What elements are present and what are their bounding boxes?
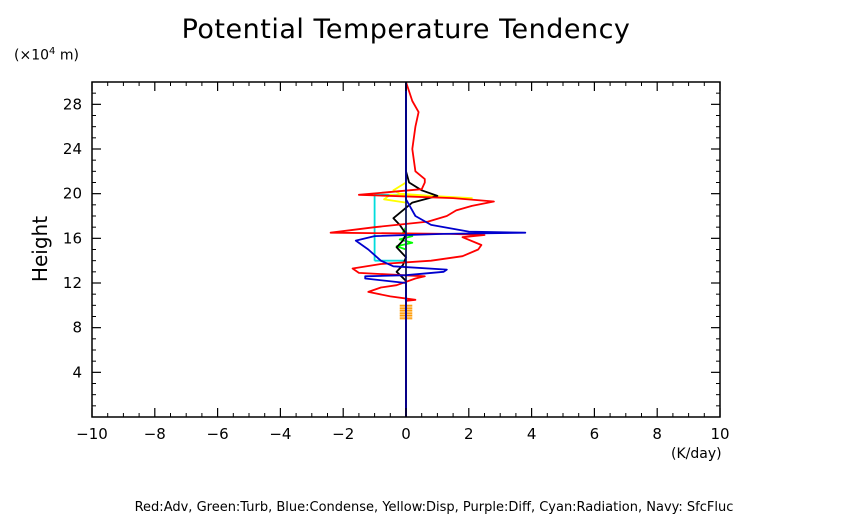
series-line-4: [395, 82, 414, 417]
y-tick-label: 8: [72, 319, 82, 337]
x-tick-label: 0: [401, 425, 411, 443]
x-tick-label: −2: [332, 425, 354, 443]
series-line-3: [383, 82, 473, 417]
y-tick-label: 28: [63, 95, 82, 113]
y-unit-prefix: (×10: [14, 47, 50, 64]
x-tick-label: 4: [527, 425, 537, 443]
y-tick-label: 20: [63, 185, 82, 203]
x-tick-label: 8: [652, 425, 662, 443]
x-tick-label: −8: [144, 425, 166, 443]
chart-title: Potential Temperature Tendency: [181, 14, 631, 45]
y-tick-label: 16: [63, 229, 82, 247]
x-tick-label: −10: [76, 425, 108, 443]
y-tick-label: 4: [72, 363, 82, 381]
x-unit-label: (K/day): [671, 446, 722, 462]
y-unit-exponent: 4: [49, 46, 56, 57]
series-line-1: [329, 82, 495, 417]
x-tick-label: −4: [269, 425, 291, 443]
legend: Red:Adv, Green:Turb, Blue:Condense, Yell…: [134, 500, 734, 515]
y-unit-suffix: m): [55, 47, 79, 64]
series-line-2: [354, 82, 527, 417]
y-unit-label: (×104 m): [14, 46, 79, 64]
x-tick-label: 6: [590, 425, 600, 443]
plot-frame: [91, 81, 721, 418]
x-tick-label: −6: [207, 425, 229, 443]
x-tick-label: 2: [464, 425, 474, 443]
y-tick-label: 12: [63, 274, 82, 292]
x-tick-label: 10: [710, 425, 729, 443]
y-tick-label: 24: [63, 140, 82, 158]
